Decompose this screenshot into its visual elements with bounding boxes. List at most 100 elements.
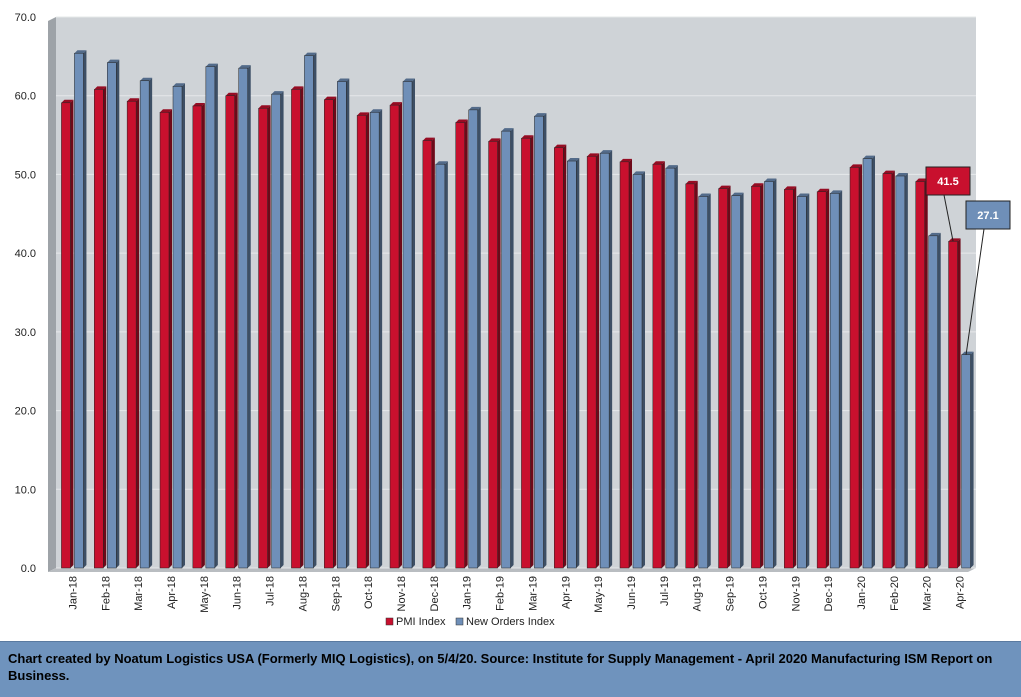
bar-new-orders (501, 128, 514, 569)
bar-front (534, 115, 544, 569)
bar-pmi (356, 112, 370, 569)
bar-front (468, 109, 478, 569)
bar-top (882, 170, 895, 174)
x-tick-label: Sep-19 (725, 576, 737, 611)
bar-front (126, 100, 137, 569)
bar-new-orders (107, 59, 120, 569)
bar-front (159, 111, 170, 569)
legend-swatch (455, 617, 464, 626)
y-tick-label: 0.0 (21, 563, 36, 575)
bar-top (961, 351, 974, 355)
bar-top (127, 98, 140, 102)
bar-new-orders (895, 173, 908, 569)
bar-side (609, 150, 613, 568)
bar-top (521, 135, 534, 139)
bar-pmi (61, 99, 74, 569)
x-tick-label: Jun-19 (626, 576, 638, 610)
chart-area: 0.0 10.0 20.0 30.0 40.0 50.0 60.0 70.0 Jan-18 Feb… (15, 12, 1011, 628)
bar-side (247, 65, 251, 569)
bar-top (554, 144, 567, 148)
bar-front (324, 99, 334, 569)
bar-side (740, 192, 744, 568)
bar-pmi (389, 102, 402, 569)
x-tick-label: Oct-19 (757, 576, 769, 609)
bar-top (620, 158, 632, 162)
bar-top (915, 178, 928, 182)
bar-side (214, 63, 218, 569)
x-tick-label: Mar-20 (922, 576, 934, 611)
x-tick-label: Jul-19 (659, 576, 671, 606)
bar-side (444, 161, 448, 568)
bar-front (567, 160, 577, 569)
bar-pmi (586, 153, 600, 569)
bar-side (859, 164, 862, 568)
bar-front (192, 105, 203, 569)
bar-top (304, 52, 317, 56)
bar-top (698, 193, 711, 197)
bar-front (928, 235, 938, 569)
bar-top (173, 83, 185, 87)
bar-side (970, 351, 974, 568)
bar-top (291, 86, 304, 90)
footer-caption: Chart created by Noatum Logistics USA (F… (8, 651, 993, 683)
bar-front (599, 152, 610, 569)
bar-side (136, 98, 140, 568)
bar-pmi (816, 188, 830, 569)
x-tick-label: Apr-18 (166, 576, 178, 609)
bar-top (390, 102, 402, 106)
bar-side (891, 170, 895, 569)
bar-front (849, 167, 860, 569)
bar-front (369, 111, 380, 569)
bar-new-orders (928, 232, 941, 569)
bar-new-orders (369, 109, 383, 569)
plot-floor (48, 568, 976, 572)
bar-side (826, 188, 830, 568)
footer: Chart created by Noatum Logistics USA (F… (0, 641, 1021, 697)
bar-side (234, 92, 238, 568)
bar-pmi (521, 135, 534, 569)
bar-top (455, 119, 468, 123)
bar-top (817, 188, 830, 192)
bar-top (61, 99, 74, 103)
bar-new-orders (238, 65, 251, 569)
bar-side (576, 158, 580, 568)
bar-new-orders (632, 171, 645, 569)
bar-pmi (849, 164, 862, 569)
x-tick-label: Oct-18 (363, 576, 375, 609)
bar-new-orders (797, 193, 810, 569)
bar-front (337, 81, 347, 569)
callout-leader (943, 194, 954, 242)
bar-top (751, 183, 764, 187)
x-tick-label: Jul-18 (265, 576, 277, 606)
y-tick-label: 60.0 (15, 91, 36, 103)
bar-front (915, 181, 925, 569)
bar-pmi (258, 105, 271, 569)
bar-pmi (882, 170, 895, 569)
bar-side (937, 232, 941, 568)
x-tick-label: Jun-18 (232, 576, 244, 610)
bar-front (402, 81, 413, 569)
bar-pmi (619, 158, 632, 569)
callout-leader (965, 228, 985, 355)
bar-front (652, 163, 663, 569)
bar-front (422, 140, 433, 569)
callout-box (925, 166, 971, 196)
bar-side (773, 178, 777, 568)
bar-front (948, 241, 958, 569)
y-tick-label: 50.0 (15, 169, 36, 181)
bar-top (140, 77, 153, 81)
bar-top (225, 92, 238, 96)
bar-front (632, 174, 643, 569)
bar-top (205, 63, 218, 67)
bar-front (389, 104, 400, 569)
bar-top (948, 238, 961, 242)
bar-front (718, 188, 728, 569)
bar-side (924, 178, 928, 568)
bar-new-orders (862, 155, 875, 569)
x-tick-label: Feb-18 (100, 576, 112, 611)
bar-front (107, 62, 117, 569)
bar-top (324, 96, 337, 100)
bar-top (238, 65, 251, 69)
bar-side (543, 113, 547, 569)
bar-front (895, 175, 906, 569)
